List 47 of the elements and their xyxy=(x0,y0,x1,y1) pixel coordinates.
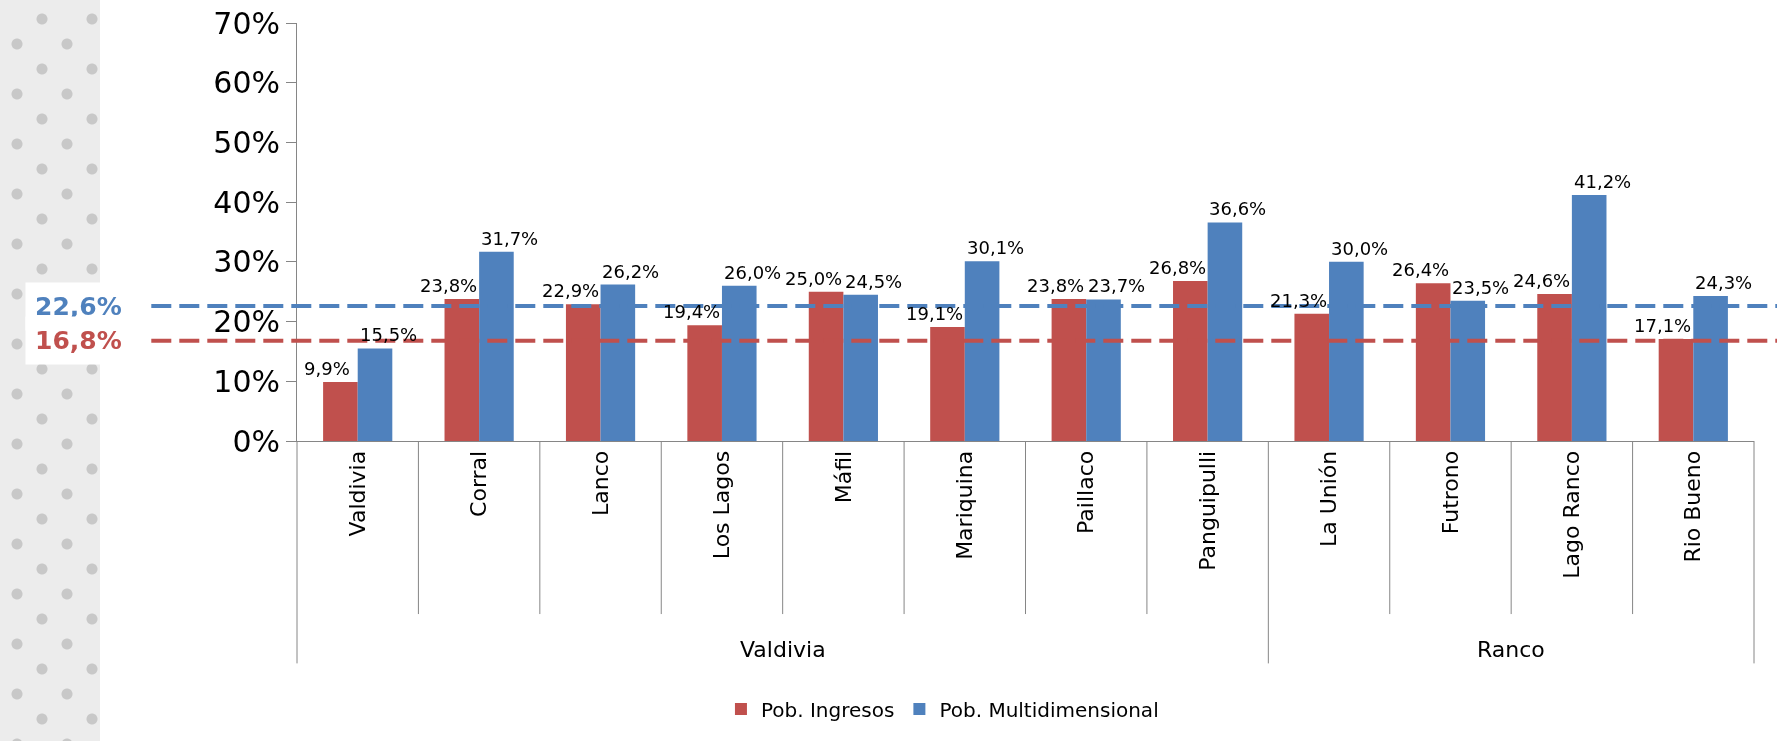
text: Ranco xyxy=(1477,637,1545,662)
y-tick-label: 40% xyxy=(213,184,280,220)
x-tick-label: La Unión xyxy=(1316,450,1342,548)
data-label: 9,9% xyxy=(304,358,350,379)
y-tick-label: 30% xyxy=(213,244,280,280)
data-label: 22,9% xyxy=(542,280,600,301)
data-label: 23,8% xyxy=(420,275,478,296)
ref-line-label: 16,8% xyxy=(35,326,122,355)
legend-label: Pob. Multidimensional xyxy=(939,697,1159,722)
data-label: 23,5% xyxy=(1452,277,1510,298)
data-label: 19,1% xyxy=(906,303,964,324)
data-label: 24,5% xyxy=(845,271,903,292)
x-tick-label: Panguipulli xyxy=(1194,450,1220,571)
x-tick-label: Los Lagos xyxy=(709,450,735,560)
data-label: 26,0% xyxy=(724,262,782,283)
data-label: 25,0% xyxy=(785,268,843,289)
x-tick-label: Valdivia xyxy=(344,450,370,537)
y-tick-label: 0% xyxy=(232,423,280,459)
data-label: 26,8% xyxy=(1149,257,1207,278)
data-label: 24,6% xyxy=(1513,270,1571,291)
y-tick-label: 10% xyxy=(213,363,280,399)
y-tick-label: 60% xyxy=(213,65,280,101)
legend-label: Pob. Ingresos xyxy=(760,697,895,722)
x-tick-label: Futrono xyxy=(1437,450,1463,535)
data-label: 23,7% xyxy=(1088,275,1146,296)
data-label: 17,1% xyxy=(1634,315,1692,336)
x-tick-label: Lago Ranco xyxy=(1559,450,1585,579)
data-label: 26,2% xyxy=(602,261,660,282)
x-tick-label: Lanco xyxy=(587,450,613,517)
data-label: 30,1% xyxy=(967,237,1025,258)
data-label: 36,6% xyxy=(1209,198,1267,219)
ref-line-label: 22,6% xyxy=(35,292,122,321)
x-tick-label: Máfil xyxy=(830,450,856,504)
y-tick-label: 70% xyxy=(213,5,280,41)
data-label: 41,2% xyxy=(1574,171,1632,192)
data-label: 23,8% xyxy=(1027,275,1085,296)
data-label: 31,7% xyxy=(481,228,539,249)
x-tick-label: Rio Bueno xyxy=(1680,450,1706,563)
data-label: 30,0% xyxy=(1331,238,1389,259)
data-label: 24,3% xyxy=(1695,272,1753,293)
data-label: 26,4% xyxy=(1392,259,1450,280)
y-tick-label: 20% xyxy=(213,304,280,340)
x-tick-label: Paillaco xyxy=(1073,450,1099,534)
text: Valdivia xyxy=(740,637,826,662)
x-tick-label: Corral xyxy=(466,450,492,517)
y-tick-label: 50% xyxy=(213,124,280,160)
x-tick-label: Mariquina xyxy=(951,450,977,560)
